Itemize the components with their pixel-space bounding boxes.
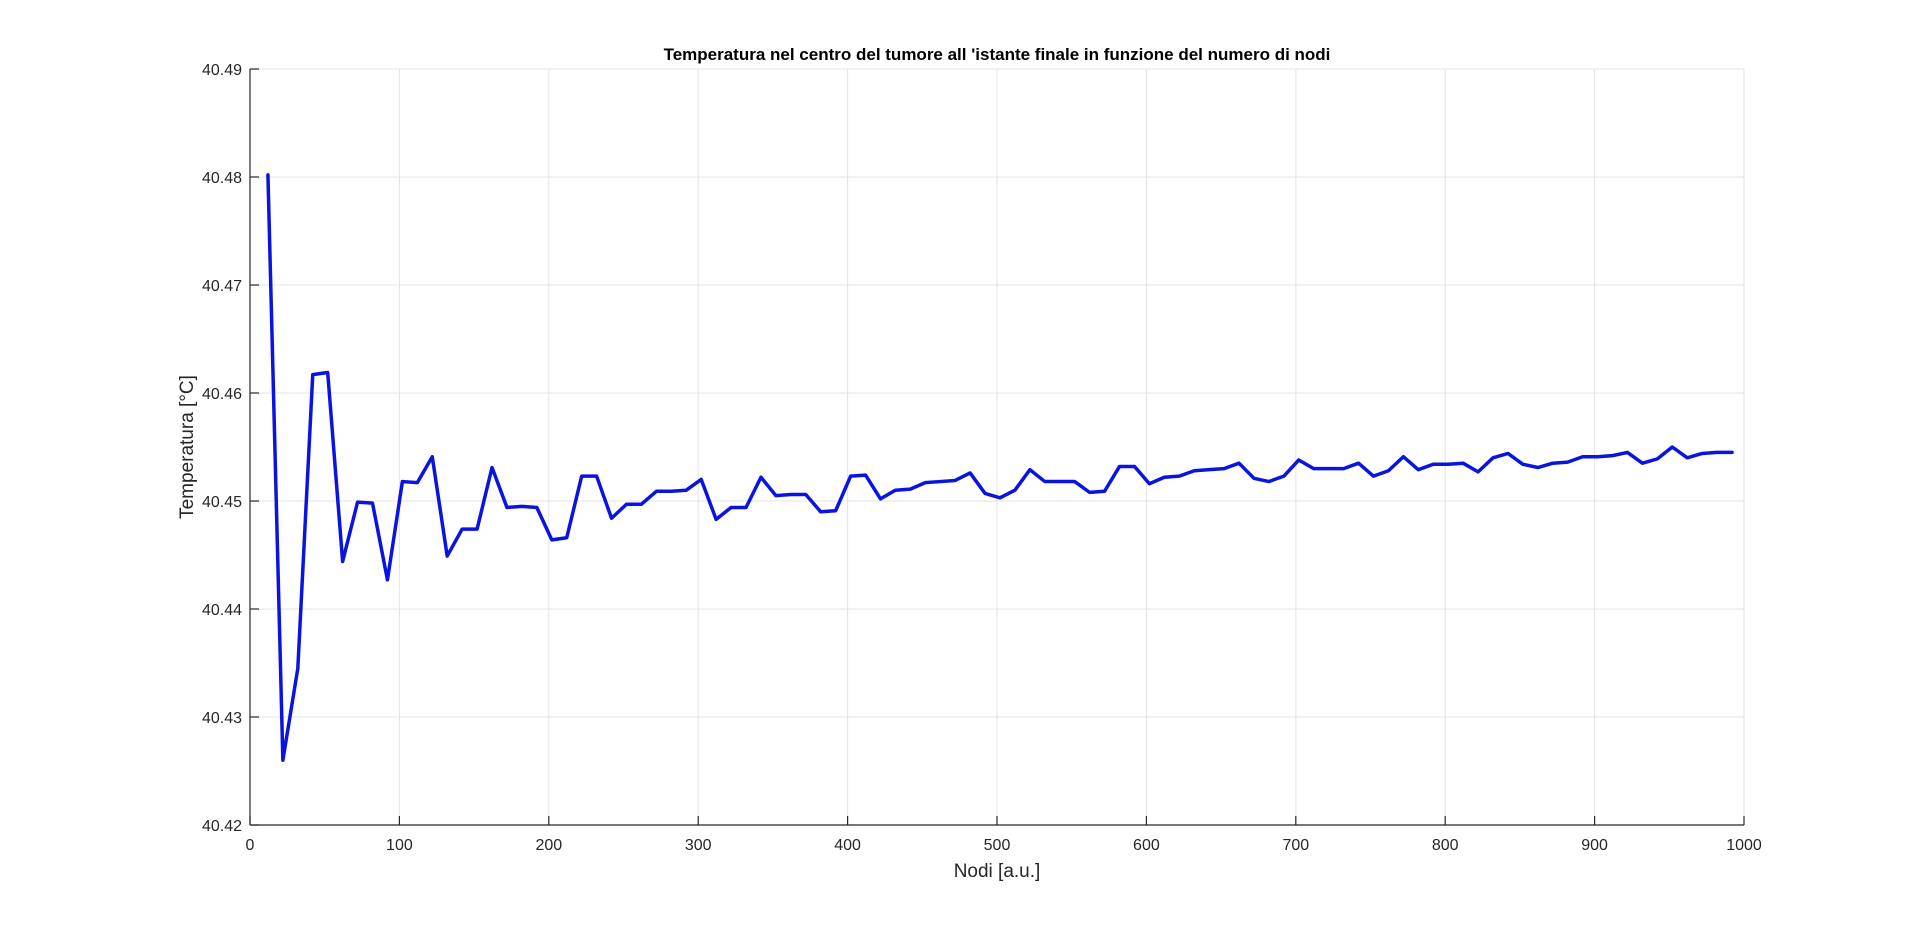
chart-title: Temperatura nel centro del tumore all 'i… (664, 45, 1331, 64)
tick-layer: 0 100 200 300 400 500 600 700 800 900 1000 40.42 40.… (202, 62, 1762, 854)
y-tick-label: 40.48 (202, 170, 242, 187)
y-tick-label: 40.43 (202, 710, 242, 727)
x-tick-label: 200 (535, 837, 562, 854)
x-tick-label: 800 (1432, 837, 1459, 854)
x-tick-label: 0 (246, 837, 255, 854)
y-tick-label: 40.44 (202, 602, 242, 619)
series-layer (266, 173, 1734, 762)
x-tick-label: 500 (984, 837, 1011, 854)
series-line (266, 173, 1734, 762)
y-tick-label: 40.46 (202, 386, 242, 403)
grid (249, 68, 1745, 826)
x-axis-label: Nodi [a.u.] (954, 861, 1041, 882)
x-tick-label: 300 (685, 837, 712, 854)
y-tick-label: 40.47 (202, 278, 242, 295)
x-tick-label: 1000 (1726, 837, 1762, 854)
y-tick-label: 40.49 (202, 62, 242, 79)
x-tick-label: 700 (1282, 837, 1309, 854)
x-tick-label: 900 (1581, 837, 1608, 854)
x-tick-label: 400 (834, 837, 861, 854)
y-tick-label: 40.45 (202, 494, 242, 511)
x-tick-label: 100 (386, 837, 413, 854)
y-tick-label: 40.42 (202, 818, 242, 835)
y-axis-label: Temperatura [°C] (177, 375, 198, 519)
x-tick-label: 600 (1133, 837, 1160, 854)
